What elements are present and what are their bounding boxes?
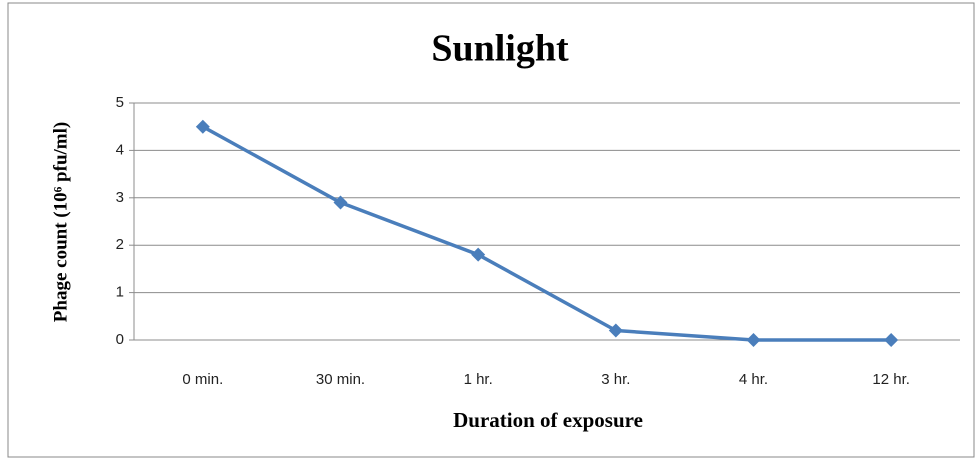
- y-tick-label: 4: [116, 141, 124, 158]
- x-tick-label: 1 hr.: [464, 371, 493, 388]
- y-tick-label: 5: [116, 94, 124, 111]
- data-point: [884, 333, 899, 347]
- chart-frame: [7, 2, 975, 458]
- data-point: [471, 247, 486, 262]
- x-axis-label: Duration of exposure: [453, 408, 643, 432]
- x-tick-label: 30 min.: [316, 371, 365, 388]
- y-tick-label: 3: [116, 189, 124, 206]
- y-tick-label: 2: [116, 236, 124, 253]
- data-point: [195, 119, 210, 134]
- x-tick-label: 12 hr.: [872, 371, 910, 388]
- x-tick-label: 0 min.: [182, 371, 223, 388]
- y-tick-label: 1: [116, 284, 124, 301]
- y-tick-label: 0: [116, 331, 124, 348]
- x-tick-label: 3 hr.: [601, 371, 630, 388]
- data-point: [746, 333, 761, 347]
- data-point: [608, 323, 623, 338]
- y-axis-label: Phage count (10⁶ pfu/ml): [50, 122, 71, 322]
- chart-title: Sunlight: [431, 28, 569, 70]
- x-tick-label: 4 hr.: [739, 371, 768, 388]
- data-line: [201, 125, 892, 342]
- data-point: [333, 195, 348, 210]
